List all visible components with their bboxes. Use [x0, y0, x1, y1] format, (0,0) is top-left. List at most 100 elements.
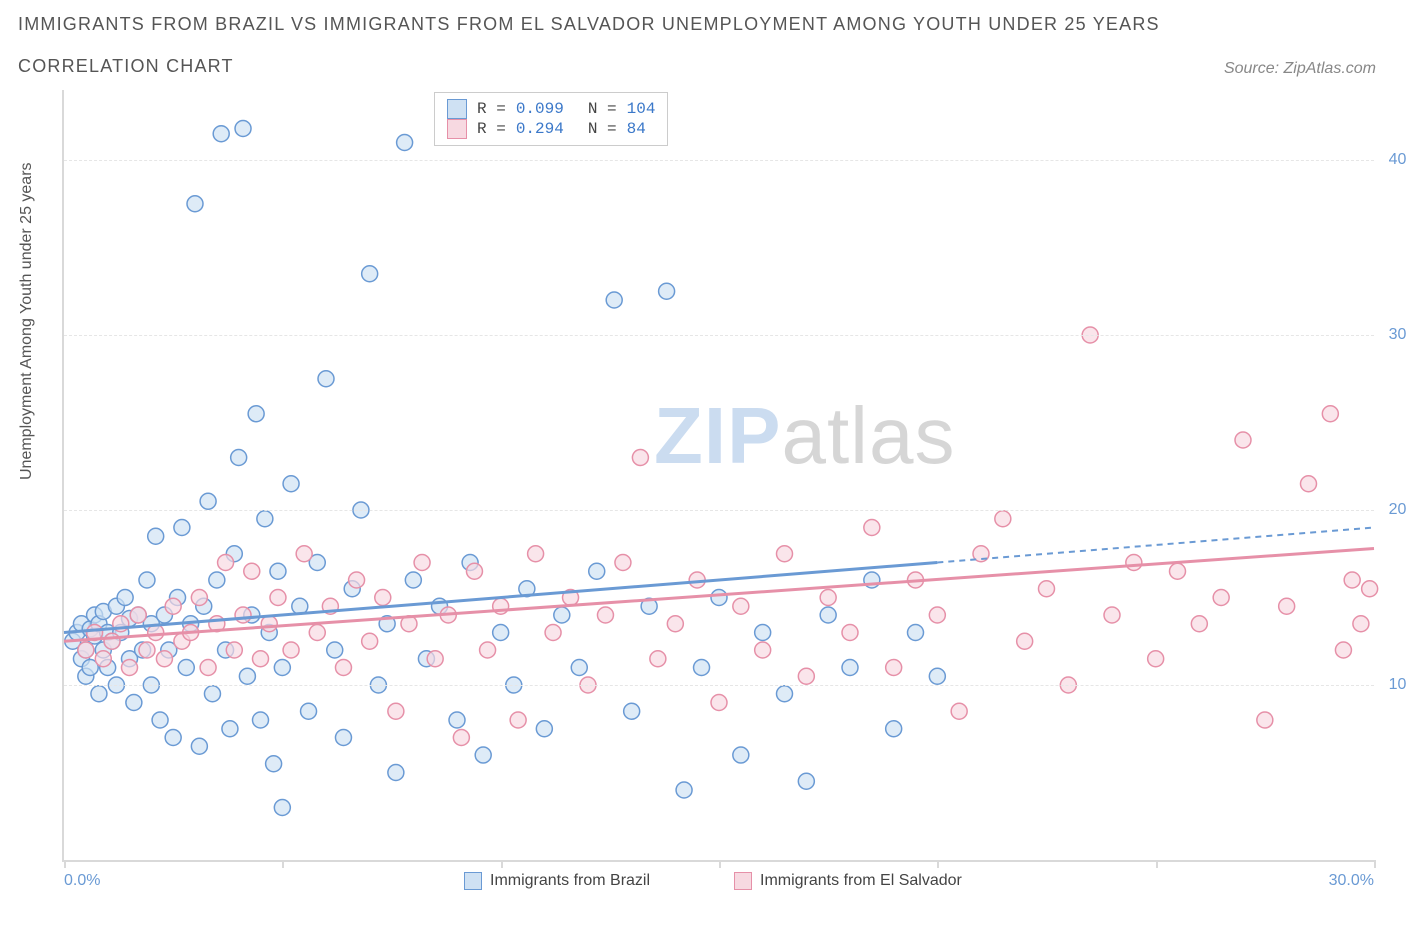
legend-bottom-swatch-elsalvador: [734, 872, 752, 890]
scatter-point-brazil: [283, 476, 299, 492]
scatter-point-brazil: [536, 721, 552, 737]
scatter-point-brazil: [301, 703, 317, 719]
scatter-point-elsalvador: [650, 651, 666, 667]
trendline-dashed-brazil: [937, 528, 1374, 563]
scatter-point-elsalvador: [139, 642, 155, 658]
scatter-point-brazil: [266, 756, 282, 772]
scatter-point-elsalvador: [453, 730, 469, 746]
scatter-point-elsalvador: [1235, 432, 1251, 448]
scatter-point-brazil: [178, 660, 194, 676]
scatter-point-brazil: [274, 800, 290, 816]
scatter-point-brazil: [231, 450, 247, 466]
x-tick-label: 0.0%: [64, 872, 100, 890]
legend-bottom-swatch-brazil: [464, 872, 482, 890]
scatter-point-brazil: [165, 730, 181, 746]
scatter-point-elsalvador: [200, 660, 216, 676]
scatter-point-brazil: [257, 511, 273, 527]
scatter-point-brazil: [886, 721, 902, 737]
scatter-point-brazil: [554, 607, 570, 623]
scatter-point-elsalvador: [545, 625, 561, 641]
scatter-point-elsalvador: [165, 598, 181, 614]
scatter-point-brazil: [117, 590, 133, 606]
scatter-point-brazil: [908, 625, 924, 641]
y-tick-label: 20.0%: [1389, 501, 1406, 519]
legend-bottom-brazil: Immigrants from Brazil: [464, 872, 650, 890]
y-tick-label: 30.0%: [1389, 326, 1406, 344]
scatter-point-brazil: [235, 121, 251, 137]
scatter-point-elsalvador: [122, 660, 138, 676]
scatter-point-elsalvador: [615, 555, 631, 571]
scatter-point-elsalvador: [296, 546, 312, 562]
scatter-point-brazil: [388, 765, 404, 781]
gridline: [64, 335, 1374, 336]
scatter-point-elsalvador: [632, 450, 648, 466]
scatter-point-elsalvador: [1039, 581, 1055, 597]
y-tick-label: 40.0%: [1389, 151, 1406, 169]
chart-title-line2: CORRELATION CHART: [18, 56, 234, 77]
scatter-point-brazil: [191, 738, 207, 754]
scatter-point-elsalvador: [1017, 633, 1033, 649]
scatter-point-elsalvador: [414, 555, 430, 571]
scatter-point-elsalvador: [349, 572, 365, 588]
scatter-point-elsalvador: [798, 668, 814, 684]
scatter-point-brazil: [676, 782, 692, 798]
scatter-point-brazil: [777, 686, 793, 702]
scatter-point-brazil: [405, 572, 421, 588]
gridline: [64, 160, 1374, 161]
legend-bottom-label-elsalvador: Immigrants from El Salvador: [760, 872, 962, 890]
source-label: Source:: [1224, 60, 1279, 77]
scatter-point-elsalvador: [711, 695, 727, 711]
scatter-point-elsalvador: [820, 590, 836, 606]
legend-bottom-label-brazil: Immigrants from Brazil: [490, 872, 650, 890]
scatter-point-elsalvador: [244, 563, 260, 579]
scatter-point-elsalvador: [528, 546, 544, 562]
chart-title-line1: IMMIGRANTS FROM BRAZIL VS IMMIGRANTS FRO…: [18, 14, 1160, 35]
scatter-point-elsalvador: [864, 520, 880, 536]
scatter-point-brazil: [327, 642, 343, 658]
scatter-point-elsalvador: [253, 651, 269, 667]
scatter-point-elsalvador: [309, 625, 325, 641]
scatter-point-brazil: [733, 747, 749, 763]
scatter-point-elsalvador: [480, 642, 496, 658]
scatter-point-elsalvador: [777, 546, 793, 562]
scatter-point-brazil: [239, 668, 255, 684]
y-tick-label: 10.0%: [1389, 676, 1406, 694]
scatter-point-brazil: [274, 660, 290, 676]
scatter-point-brazil: [335, 730, 351, 746]
source-name: ZipAtlas.com: [1284, 60, 1376, 77]
scatter-point-elsalvador: [1362, 581, 1378, 597]
scatter-point-brazil: [126, 695, 142, 711]
scatter-point-elsalvador: [1170, 563, 1186, 579]
scatter-point-elsalvador: [1148, 651, 1164, 667]
scatter-point-elsalvador: [667, 616, 683, 632]
scatter-point-brazil: [148, 528, 164, 544]
scatter-point-elsalvador: [886, 660, 902, 676]
scatter-point-elsalvador: [95, 651, 111, 667]
scatter-point-brazil: [449, 712, 465, 728]
scatter-point-elsalvador: [1279, 598, 1295, 614]
scatter-point-brazil: [397, 135, 413, 151]
scatter-point-elsalvador: [388, 703, 404, 719]
gridline: [64, 510, 1374, 511]
scatter-point-brazil: [711, 590, 727, 606]
scatter-point-elsalvador: [1104, 607, 1120, 623]
scatter-svg: [64, 90, 1374, 860]
scatter-point-elsalvador: [842, 625, 858, 641]
x-tick: [64, 860, 66, 868]
scatter-point-elsalvador: [270, 590, 286, 606]
scatter-point-brazil: [571, 660, 587, 676]
scatter-point-brazil: [318, 371, 334, 387]
plot-area: ZIPatlas R = 0.099 N = 104 R = 0.294 N =…: [62, 90, 1374, 862]
scatter-point-elsalvador: [929, 607, 945, 623]
scatter-point-elsalvador: [1126, 555, 1142, 571]
legend-bottom-elsalvador: Immigrants from El Salvador: [734, 872, 962, 890]
scatter-point-elsalvador: [1301, 476, 1317, 492]
scatter-point-elsalvador: [104, 633, 120, 649]
scatter-point-elsalvador: [1191, 616, 1207, 632]
x-tick: [501, 860, 503, 868]
scatter-point-brazil: [624, 703, 640, 719]
y-axis-title: Unemployment Among Youth under 25 years: [18, 162, 36, 480]
scatter-point-brazil: [589, 563, 605, 579]
scatter-point-elsalvador: [218, 555, 234, 571]
trendline-elsalvador: [64, 549, 1374, 642]
